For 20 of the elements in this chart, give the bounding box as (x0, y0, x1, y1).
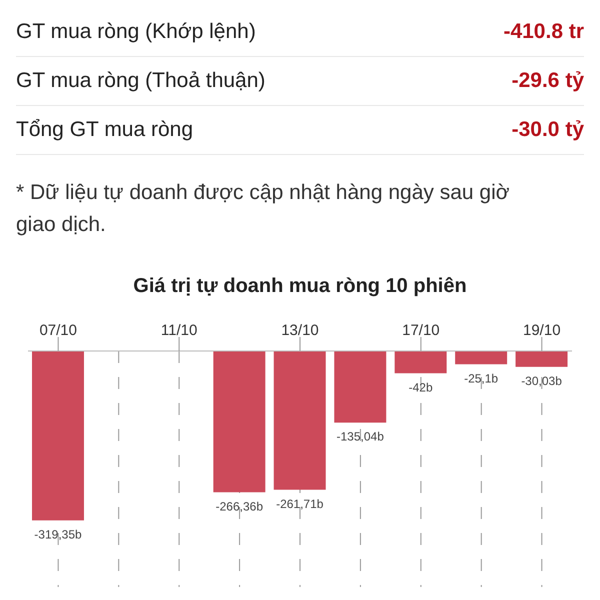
text: -30.0 tỷ (512, 118, 584, 142)
data-label: -266,36b (216, 499, 264, 514)
text: * Dữ liệu tự doanh được cập nhật hàng ngày sau giờ giao dịch. (16, 180, 511, 238)
text: -410.8 tr (503, 20, 584, 44)
data-label: -135,04b (336, 430, 384, 444)
text: GT mua ròng (Thoả thuận) (16, 69, 266, 93)
x-tick-label: 17/10 (402, 322, 440, 339)
x-tick-label: 07/10 (39, 322, 77, 339)
data-label: -25,1b (464, 371, 498, 386)
x-tick-label: 11/10 (160, 322, 198, 339)
chart-title: Giá trị tự doanh mua ròng 10 phiên (132, 275, 468, 299)
data-label: -42b (408, 380, 433, 394)
x-tick-label: 13/10 (281, 322, 319, 339)
text: GT mua ròng (Khớp lệnh) (16, 20, 256, 44)
data-label: -261,71b (276, 496, 324, 511)
data-label: -30,03b (521, 374, 562, 388)
data-label: -319,35b (34, 527, 82, 542)
text: Tổng GT mua ròng (16, 118, 194, 142)
text: -29.6 tỷ (512, 69, 584, 93)
x-tick-label: 19/10 (523, 322, 561, 339)
